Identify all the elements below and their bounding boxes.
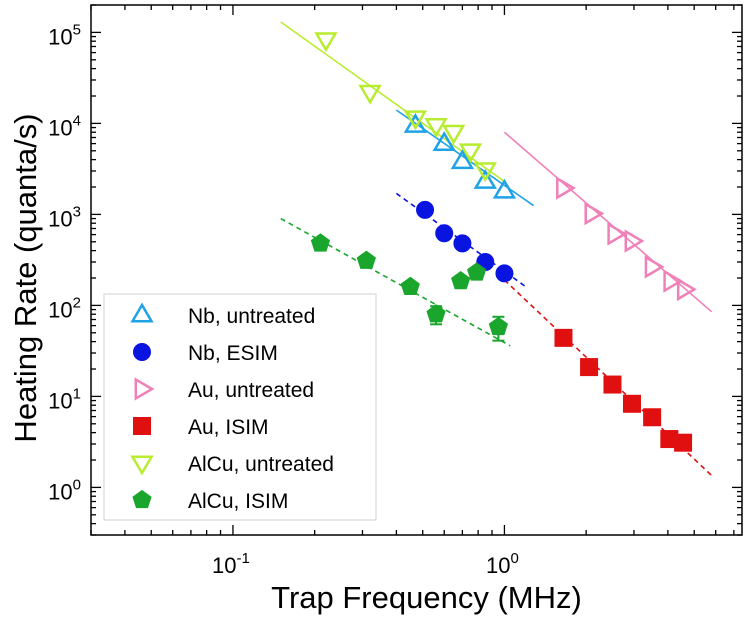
- point-au-isim: [603, 375, 622, 394]
- point-alcu-isim: [488, 316, 509, 336]
- point-alcu-untreated: [403, 110, 428, 131]
- point-nb-esim: [435, 224, 454, 243]
- point-au-untreated: [556, 176, 576, 200]
- point-alcu-isim: [310, 233, 331, 252]
- point-nb-esim: [495, 264, 514, 283]
- point-nb-untreated: [432, 131, 456, 152]
- point-au-isim: [580, 358, 599, 377]
- point-alcu-untreated: [441, 124, 466, 145]
- point-alcu-untreated: [458, 143, 483, 164]
- point-nb-untreated: [450, 149, 475, 170]
- legend-label-au-isim: Au, ISIM: [188, 416, 269, 439]
- point-alcu-isim: [467, 262, 487, 281]
- point-au-untreated: [644, 255, 665, 279]
- y-tick-label: 102: [48, 294, 81, 322]
- legend: Nb, untreated Nb, ESIM Au, untreated Au, IS…: [103, 293, 377, 521]
- y-tick-label: 103: [48, 203, 81, 231]
- legend-label-alcu-untreated: AlCu, untreated: [188, 453, 334, 476]
- point-au-untreated: [624, 229, 645, 253]
- point-alcu-untreated: [358, 84, 382, 105]
- data-points: [310, 32, 697, 452]
- x-tick-label: 10-1: [212, 550, 250, 578]
- point-nb-esim: [416, 200, 435, 219]
- point-alcu-isim: [356, 250, 376, 269]
- legend-label-alcu-isim: AlCu, ISIM: [188, 490, 288, 513]
- y-tick-label: 100: [48, 476, 81, 504]
- point-nb-untreated: [473, 169, 497, 189]
- x-axis-title: Trap Frequency (MHz): [271, 580, 582, 615]
- legend-label-nb-esim: Nb, ESIM: [188, 342, 278, 365]
- tick-labels: 10-1 100 100 101 102 103 104 105: [48, 21, 519, 578]
- point-au-isim: [643, 408, 662, 427]
- legend-box: [103, 293, 377, 521]
- y-axis-title: Heating Rate (quanta/s): [8, 113, 43, 442]
- point-au-untreated: [584, 201, 605, 226]
- legend-marker-au-untreated: [134, 377, 155, 401]
- legend-marker-alcu-untreated: [130, 455, 154, 476]
- fit-line-alcu-untreated: [280, 21, 505, 183]
- x-tick-label: 100: [486, 550, 519, 578]
- fit-line-au-untreated: [503, 131, 713, 313]
- legend-marker-alcu-isim: [132, 489, 152, 509]
- y-tick-label: 101: [48, 385, 81, 413]
- point-alcu-untreated: [473, 162, 497, 183]
- point-au-untreated: [676, 277, 697, 302]
- point-alcu-isim: [400, 276, 420, 296]
- legend-label-nb-untreated: Nb, untreated: [188, 305, 315, 328]
- y-tick-label: 105: [48, 21, 81, 49]
- point-alcu-untreated: [314, 32, 338, 53]
- legend-label-au-untreated: Au, untreated: [188, 379, 314, 402]
- plot-frame: [90, 4, 743, 536]
- legend-marker-au-isim: [133, 417, 151, 435]
- axis-ticks: [90, 4, 742, 536]
- point-nb-esim: [453, 234, 472, 253]
- legend-marker-nb-esim: [133, 343, 151, 361]
- point-nb-untreated: [492, 178, 517, 199]
- point-au-isim: [674, 433, 693, 452]
- y-tick-label: 104: [48, 112, 81, 140]
- fit-line-alcu-isim: [280, 217, 511, 347]
- point-alcu-untreated: [424, 117, 448, 138]
- point-au-untreated: [607, 222, 628, 246]
- legend-marker-nb-untreated: [130, 302, 154, 323]
- point-au-isim: [554, 328, 573, 347]
- point-alcu-isim: [451, 270, 471, 290]
- point-alcu-isim: [426, 304, 446, 323]
- point-au-untreated: [663, 269, 684, 293]
- point-au-isim: [622, 394, 641, 413]
- point-nb-untreated: [403, 112, 428, 133]
